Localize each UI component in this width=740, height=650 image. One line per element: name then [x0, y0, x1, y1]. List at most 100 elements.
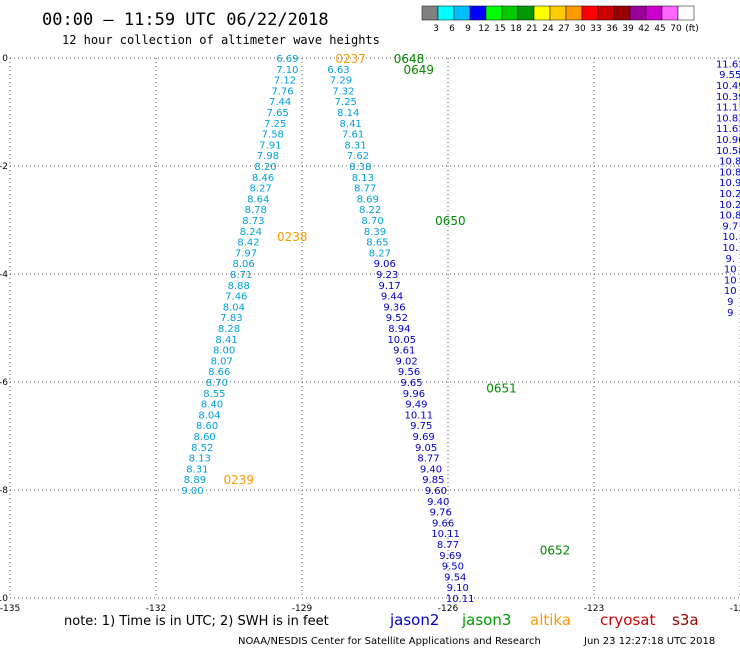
axis-ticks: -135 -132 -129 -126 -123 -120 0 -2 -4 -6 -8 -10: [0, 54, 740, 614]
colorbar-swatch: [645, 5, 663, 21]
wave-height-value: 7.61: [342, 130, 364, 141]
wave-height-value: 10.9: [719, 178, 740, 189]
wave-height-value: 10.8: [719, 167, 740, 178]
colorbar-swatch: [613, 5, 631, 21]
wave-height-value: 8.55: [203, 389, 225, 400]
wave-height-value: 10.49: [716, 81, 740, 92]
time-label: 0652: [540, 543, 571, 557]
wave-height-value: 8.71: [230, 270, 252, 281]
wave-height-value: 8.60: [196, 421, 218, 432]
x-tick-label: -126: [438, 604, 459, 614]
wave-height-value: 10.2: [719, 200, 740, 211]
colorbar-label: 24: [542, 24, 554, 34]
wave-height-value: 9.66: [432, 518, 454, 529]
colorbar-label: 15: [494, 24, 505, 34]
wave-height-value: 7.83: [220, 313, 242, 324]
time-label: 0237: [335, 52, 366, 66]
colorbar-swatch: [501, 5, 519, 21]
time-label: 0239: [223, 473, 254, 487]
map-grid: [9, 57, 740, 599]
colorbar-label: 33: [590, 24, 601, 34]
colorbar-swatch: [453, 5, 471, 21]
wave-height-value: 8.69: [357, 194, 379, 205]
wave-height-value: 10.83: [716, 113, 740, 124]
wave-height-value: 8.00: [213, 346, 235, 357]
wave-height-value: 6.63: [327, 65, 349, 76]
wave-height-value: 10.: [722, 232, 738, 243]
wave-height-value: 9.69: [413, 432, 435, 443]
page-subtitle: 12 hour collection of altimeter wave hei…: [62, 33, 380, 47]
legend-entry: jason2: [389, 611, 439, 629]
wave-height-value: 10: [724, 275, 737, 286]
wave-height-value: 9.52: [386, 313, 408, 324]
wave-height-value: 7.25: [335, 97, 357, 108]
colorbar-label: 18: [510, 24, 522, 34]
wave-height-value: 8.65: [366, 238, 388, 249]
wave-height-value: 10.8: [719, 157, 740, 168]
wave-height-value: 8.20: [254, 162, 276, 173]
observations: 6.697.107.127.767.447.657.257.587.917.98…: [181, 54, 740, 605]
wave-height-value: 9.54: [444, 572, 466, 583]
x-tick-label: -120: [730, 604, 740, 614]
wave-height-value: 8.22: [359, 205, 381, 216]
wave-height-value: 8.60: [194, 432, 216, 443]
y-tick-label: -8: [0, 486, 8, 496]
colorbar-label: (ft): [685, 24, 699, 34]
wave-height-value: 10.11: [431, 529, 460, 540]
wave-height-value: 8.06: [232, 259, 254, 270]
wave-height-value: 9.60: [425, 486, 447, 497]
wave-height-value: 8.89: [184, 475, 206, 486]
colorbar-swatch: [469, 5, 487, 21]
wave-height-value: 8.38: [349, 162, 371, 173]
wave-height-value: 8.73: [242, 216, 264, 227]
wave-height-value: 7.76: [271, 86, 293, 97]
wave-height-value: 8.24: [240, 227, 262, 238]
wave-height-value: 9.10: [447, 583, 469, 594]
wave-height-value: 10.: [722, 243, 738, 254]
wave-height-value: 8.77: [417, 454, 439, 465]
colorbar-swatch: [677, 5, 695, 21]
colorbar-label: 27: [558, 24, 569, 34]
y-tick-label: -6: [0, 378, 8, 388]
wave-height-value: 10.11: [404, 410, 433, 421]
wave-height-value: 7.58: [262, 130, 284, 141]
wave-height-value: 10.05: [387, 335, 416, 346]
wave-height-value: 8.27: [250, 184, 272, 195]
wave-height-value: 9.23: [376, 270, 398, 281]
wave-height-value: 8.70: [361, 216, 383, 227]
colorbar-label: 9: [465, 24, 471, 34]
colorbar-label: 30: [574, 24, 586, 34]
wave-height-value: 8.27: [369, 248, 391, 259]
wave-height-value: 8.13: [352, 173, 374, 184]
wave-height-value: 9.7: [722, 221, 738, 232]
wave-height-value: 8.31: [344, 140, 366, 151]
wave-height-value: 8.40: [201, 400, 223, 411]
wave-height-value: 10.39: [716, 92, 740, 103]
wave-height-value: 7.62: [347, 151, 369, 162]
wave-height-value: 10.58: [716, 146, 740, 157]
wave-height-value: 7.25: [264, 119, 286, 130]
wave-height-value: 9.56: [398, 367, 420, 378]
colorbar-label: 45: [654, 24, 665, 34]
wave-height-value: 7.65: [267, 108, 289, 119]
colorbar-label: 3: [433, 24, 439, 34]
wave-height-value: 9.49: [405, 400, 427, 411]
wave-height-value: 10.2: [719, 189, 740, 200]
legend-entry: cryosat: [600, 611, 655, 629]
wave-height-value: 7.32: [332, 86, 354, 97]
colorbar-swatch: [533, 5, 551, 21]
colorbar-swatch: [629, 5, 647, 21]
wave-height-value: 8.70: [206, 378, 228, 389]
wave-height-value: 6.69: [276, 54, 298, 65]
wave-height-value: 8.64: [247, 194, 269, 205]
colorbar-swatch: [437, 5, 455, 21]
wave-height-value: 9.85: [422, 475, 444, 486]
wave-height-value: 7.46: [225, 292, 247, 303]
wave-height-value: 7.10: [276, 65, 298, 76]
x-tick-label: -129: [292, 604, 313, 614]
wave-height-value: 10: [724, 265, 737, 276]
wave-height-value: 9.44: [381, 292, 403, 303]
wave-height-value: 10.8: [719, 211, 740, 222]
y-tick-label: -2: [0, 162, 8, 172]
